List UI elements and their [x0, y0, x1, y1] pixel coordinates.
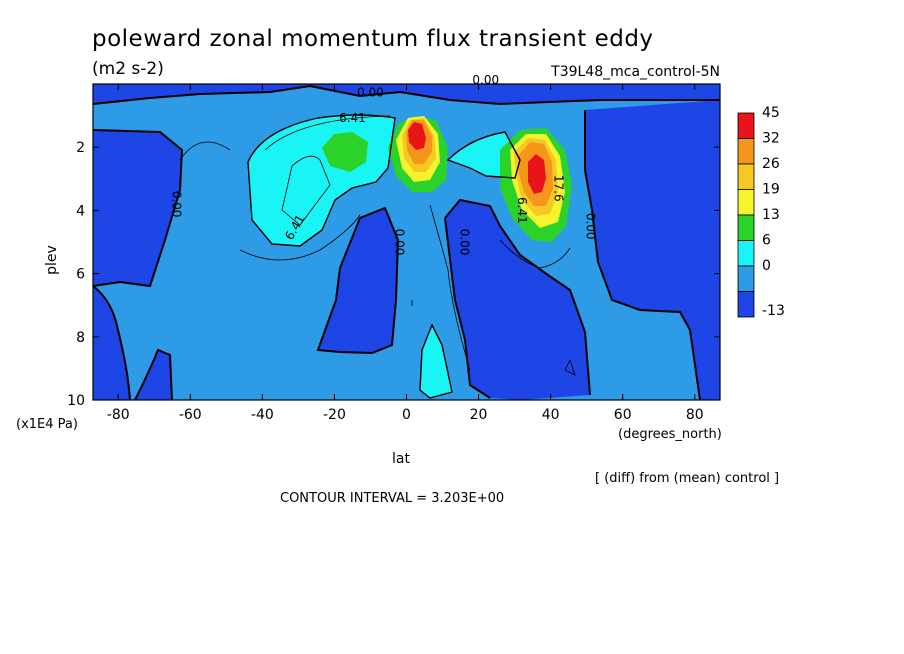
zero-contours	[93, 84, 720, 400]
colorbar-label: 32	[762, 131, 780, 147]
x-tick-label: 60	[614, 407, 632, 423]
colorbar-label: 6	[762, 233, 771, 249]
colorbar-swatch	[737, 138, 755, 165]
neg-region-south-west-surface	[93, 286, 130, 400]
x-tick-label: 20	[470, 407, 488, 423]
y-tick-label: 6	[76, 267, 85, 283]
y-tick-label: 8	[76, 330, 85, 346]
x-tick-label: 0	[402, 407, 411, 423]
neg-region-top	[93, 84, 720, 104]
run-label: T39L48_mca_control-5N	[550, 64, 720, 80]
y-tick-label: 2	[76, 140, 85, 156]
colorbar-label: 0	[762, 258, 771, 274]
colorbar: 45 32 26 19 13 6 0 -13	[737, 105, 785, 319]
y-axis: 2 4 6 8 10	[67, 140, 720, 409]
band-45-plus-north	[528, 154, 546, 194]
band-6-13-low	[420, 325, 452, 398]
x-tick-label: -20	[323, 407, 346, 423]
colorbar-label: 13	[762, 207, 780, 223]
contour-label: 0.00	[357, 86, 384, 100]
contour-label: 0.00	[169, 191, 183, 218]
chart-units: (m2 s-2)	[92, 59, 164, 79]
x-tick-label: -80	[107, 407, 130, 423]
x-tick-label: -40	[251, 407, 274, 423]
band-45-plus-equator	[408, 122, 426, 150]
contour-label: 0.00	[458, 229, 472, 256]
colorbar-swatch	[737, 240, 755, 267]
x-axis: -80 -60 -40 -20 0 20 40 60 80	[107, 84, 704, 423]
x-tick-label: -60	[179, 407, 202, 423]
colorbar-label: -13	[762, 303, 785, 319]
contour-label: 0.00	[472, 73, 499, 87]
contour-interval: CONTOUR INTERVAL = 3.203E+00	[280, 491, 504, 506]
colorbar-swatch	[737, 265, 755, 292]
contours-6p41	[247, 114, 521, 399]
colorbar-label: 19	[762, 182, 780, 198]
contour-field	[93, 84, 720, 400]
neg-region-center	[445, 200, 590, 400]
y-axis-label: plev	[44, 245, 60, 275]
colorbar-label: 26	[762, 156, 780, 172]
colorbar-label: 45	[762, 105, 780, 121]
footer-note: [ (diff) from (mean) control ]	[595, 471, 779, 486]
colorbar-swatch	[737, 163, 755, 190]
contour-label: 0.00	[393, 229, 407, 256]
y-axis-units: (x1E4 Pa)	[16, 417, 78, 432]
x-tick-label: 40	[542, 407, 560, 423]
contour-label: 17.6	[551, 175, 565, 202]
contour-label: 0.00	[584, 213, 598, 240]
y-tick-label: 4	[76, 203, 85, 219]
neg-region-mid-south	[318, 208, 398, 353]
thin-contours	[179, 115, 576, 376]
x-axis-units: (degrees_north)	[618, 427, 722, 442]
neg-region-south-west	[93, 130, 182, 286]
neg-region-north	[585, 100, 720, 400]
colorbar-swatch	[737, 214, 755, 241]
x-axis-label: lat	[392, 451, 410, 467]
colorbar-swatch	[737, 112, 755, 139]
colorbar-swatch	[737, 189, 755, 216]
x-tick-label: 80	[686, 407, 704, 423]
neg-region-south-surface	[135, 350, 172, 400]
y-tick-label: 10	[67, 393, 85, 409]
contour-label: 6.41	[515, 197, 529, 224]
colorbar-swatch	[737, 291, 755, 318]
chart-title: poleward zonal momentum flux transient e…	[92, 26, 654, 52]
contour-label: 6.41	[339, 111, 366, 125]
band-13-19-south	[322, 132, 368, 172]
